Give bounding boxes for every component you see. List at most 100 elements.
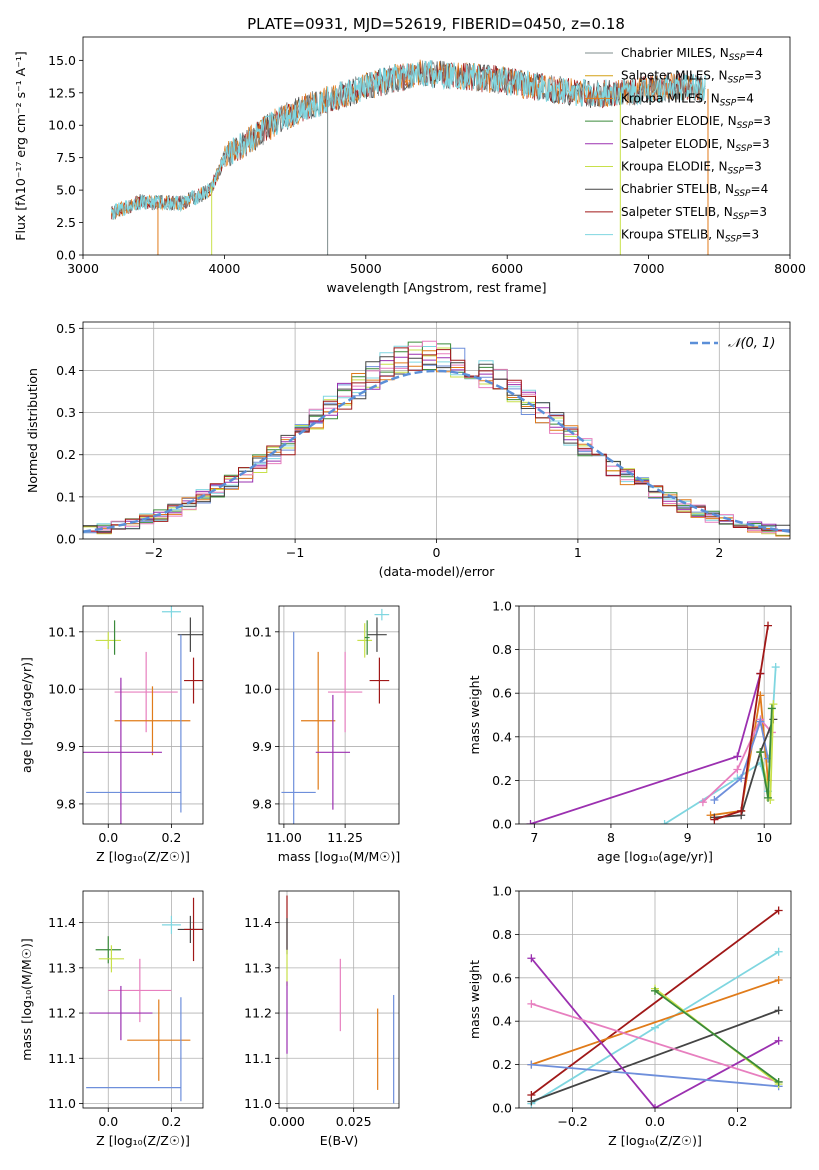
data-point-marker xyxy=(774,975,783,984)
data-point-marker xyxy=(651,1023,659,1032)
series-line-pink xyxy=(702,717,773,803)
series-line-blue xyxy=(531,1063,779,1088)
legend-sep: , N xyxy=(720,114,737,128)
legend-entry: Kroupa MILES, NSSP=4 xyxy=(621,91,754,108)
legend-n: 3 xyxy=(763,114,771,128)
x-tick-label: 11.25 xyxy=(327,830,363,845)
x-tick-label: −1 xyxy=(286,545,304,560)
legend-name: Salpeter ELODIE xyxy=(621,137,719,151)
plot-area-age_vs_mass xyxy=(279,606,399,824)
plot-area-spectrum xyxy=(110,59,709,255)
axes-frame xyxy=(82,605,204,825)
errorbar-point-salpeter_stelib xyxy=(184,897,203,962)
legend-n: 4 xyxy=(761,182,769,196)
y-tick-label: 11.0 xyxy=(48,1096,76,1111)
axes-frame xyxy=(278,890,400,1109)
series-line-chabrier_elodie xyxy=(654,990,780,1083)
plot-area-age_vs_Z xyxy=(83,606,203,824)
legend-entry: Salpeter MILES, NSSP=3 xyxy=(621,69,762,86)
legend-sep: , N xyxy=(719,137,736,151)
axes-frame xyxy=(518,605,792,825)
y-tick-label: 0.2 xyxy=(492,773,512,788)
plot-area-residuals xyxy=(83,322,790,539)
data-point-marker xyxy=(756,717,765,726)
legend-subscript: SSP xyxy=(725,235,742,245)
y-tick-label: 7.5 xyxy=(56,150,76,165)
y-tick-label: 9.8 xyxy=(56,796,76,811)
y-tick-label: 10.0 xyxy=(244,682,272,697)
x-tick-label: 0.2 xyxy=(727,1114,747,1129)
panel-age_vs_mass: 11.00 11.25 9.8 9.9 10.0 10.1 mass [log₁₀(M/M☉… xyxy=(244,605,400,864)
data-point-marker xyxy=(737,774,746,783)
y-tick-label: 11.2 xyxy=(48,1006,76,1021)
y-tick-label: 0.4 xyxy=(492,729,512,744)
y-tick-label: 11.1 xyxy=(244,1051,272,1066)
spectrum-line-kroupa_stelib xyxy=(110,60,706,220)
legend-n: 3 xyxy=(762,137,770,151)
y-axis-label: mass [log₁₀(M/M☉)] xyxy=(19,938,34,1060)
y-tick-label: 0.6 xyxy=(492,970,512,985)
legend-entry: Chabrier STELIB, NSSP=4 xyxy=(621,182,768,199)
panel-spectrum: 3000 4000 5000 6000 7000 8000 0.0 2.5 5.0 7.5 10.0… xyxy=(13,36,806,295)
errorbar-point-kroupa_elodie xyxy=(98,945,125,973)
x-tick-label: −2 xyxy=(144,545,162,560)
series-line-kroupa_miles xyxy=(531,979,779,1066)
legend-subscript: SSP xyxy=(720,98,737,108)
legend-entry: 𝒩(0, 1) xyxy=(728,336,775,351)
data-point-marker xyxy=(774,1036,783,1045)
legend-eq: = xyxy=(744,69,754,83)
errorbar-point-salpeter_elodie xyxy=(83,677,162,824)
errorbar-point-kroupa_stelib xyxy=(161,606,181,618)
y-tick-label: 12.5 xyxy=(48,85,76,100)
y-axis-label: Normed distribution xyxy=(25,368,40,493)
series-line-salpeter_stelib xyxy=(530,909,780,1096)
x-tick-label: 3000 xyxy=(67,261,99,276)
x-axis-label: Z [log₁₀(Z/Z☉)] xyxy=(96,849,190,864)
data-point-marker xyxy=(527,1060,536,1069)
plot-area-weight_vs_Z xyxy=(519,891,791,1108)
errorbar-point-pink xyxy=(327,651,363,733)
y-tick-label: 10.1 xyxy=(244,624,272,639)
y-tick-label: 0.3 xyxy=(56,405,76,420)
errorbar-point-salpeter_stelib xyxy=(369,657,390,704)
legend-entry: Chabrier MILES, NSSP=4 xyxy=(621,46,763,63)
y-tick-label: 11.2 xyxy=(244,1006,272,1021)
panels: 3000 4000 5000 6000 7000 80000.02.55.07.510.0… xyxy=(13,36,806,1148)
legend-n: 3 xyxy=(754,69,762,83)
y-tick-label: 9.9 xyxy=(56,739,76,754)
axes-frame xyxy=(82,890,204,1109)
data-point-marker xyxy=(710,796,719,805)
legend-eq: = xyxy=(744,160,754,174)
y-axis-label: Flux [fλ10⁻¹⁷ erg cm⁻² s⁻¹ A⁻¹] xyxy=(13,51,28,240)
legend-subscript: SSP xyxy=(737,121,754,131)
x-tick-label: 0.000 xyxy=(269,1114,305,1129)
series-line-pink xyxy=(531,1002,779,1083)
errorbar-point-pink xyxy=(108,958,172,1023)
errorbar-point-kroupa_miles xyxy=(127,999,191,1081)
errorbar-point-salpeter_elodie xyxy=(315,694,351,810)
data-point-marker xyxy=(756,748,765,757)
axes-frame xyxy=(82,36,791,256)
y-tick-label: 0.2 xyxy=(56,447,76,462)
legend-eq: = xyxy=(753,114,763,128)
data-point-marker xyxy=(651,1104,659,1108)
legend-name: Kroupa ELODIE xyxy=(621,160,711,174)
x-tick-label: 7 xyxy=(530,830,538,845)
y-tick-label: 15.0 xyxy=(48,53,76,68)
legend-sep: , N xyxy=(711,160,728,174)
axes-frame xyxy=(278,605,400,825)
y-tick-label: 0.0 xyxy=(56,532,76,547)
legend-eq: = xyxy=(745,46,755,60)
y-tick-label: 0.4 xyxy=(492,1014,512,1029)
x-tick-label: −0.2 xyxy=(557,1114,587,1129)
y-tick-label: 0.0 xyxy=(492,1101,512,1116)
legend-sep: , N xyxy=(711,69,728,83)
figure-title: PLATE=0931, MJD=52619, FIBERID=0450, z=0… xyxy=(247,15,625,33)
series-line-chabrier_stelib xyxy=(714,719,775,819)
y-tick-label: 10.0 xyxy=(48,118,76,133)
data-point-marker xyxy=(737,806,746,815)
data-point-marker xyxy=(710,815,719,824)
legend-eq: = xyxy=(736,91,746,105)
